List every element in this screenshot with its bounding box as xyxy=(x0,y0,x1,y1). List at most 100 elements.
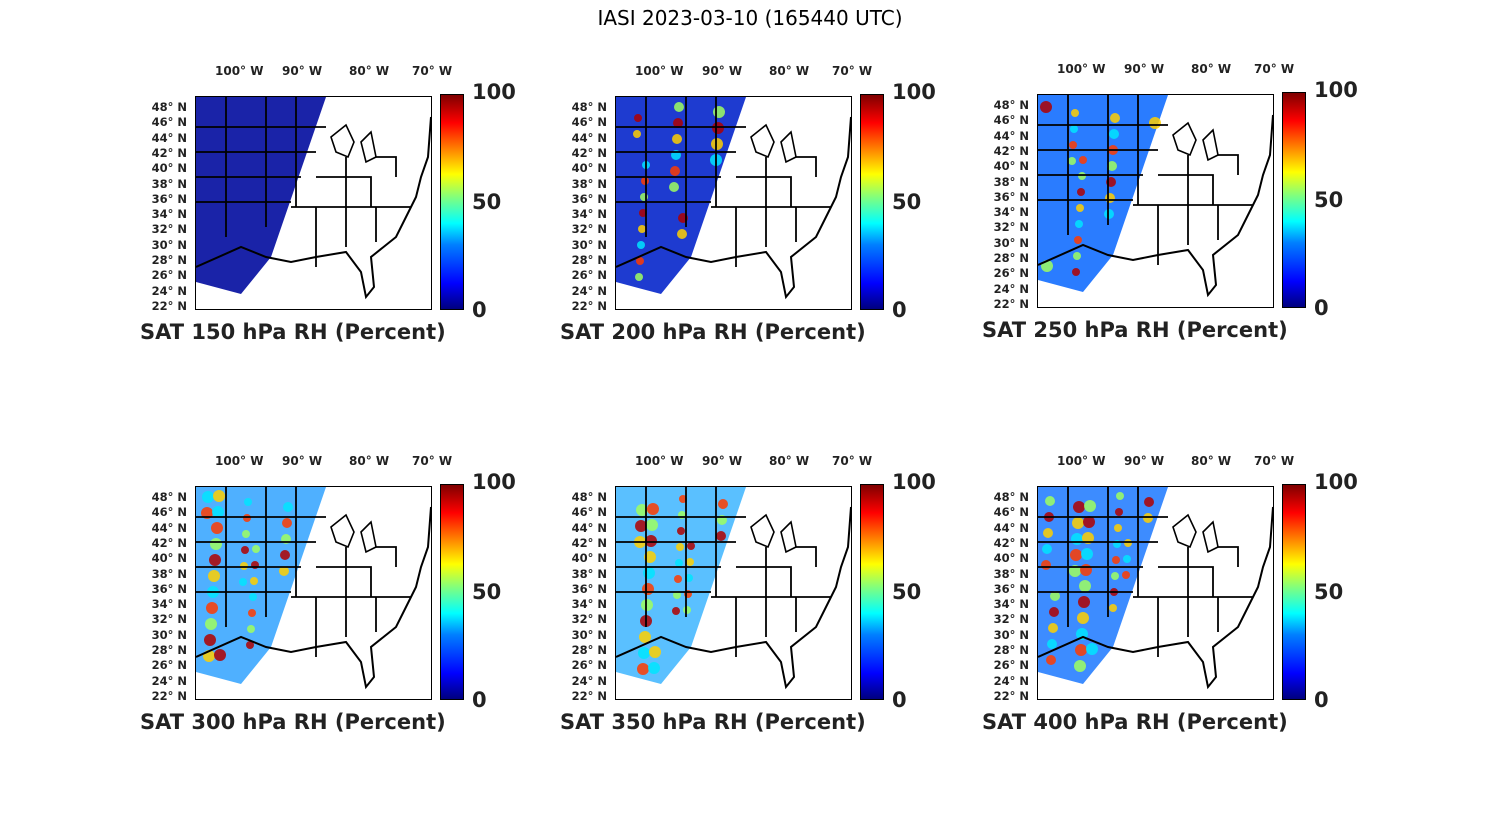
state-border-line xyxy=(736,566,792,597)
latitude-tick-label: 24° N xyxy=(571,283,607,298)
rh-data-point xyxy=(677,527,685,535)
rh-data-point xyxy=(677,229,687,239)
rh-data-point xyxy=(1073,252,1081,260)
latitude-tick-label: 28° N xyxy=(151,643,187,657)
latitude-tick-label: 44° N xyxy=(151,130,187,145)
rh-data-point xyxy=(685,574,693,582)
latitude-tick-label: 46° N xyxy=(993,505,1029,520)
longitude-tick-label: 80° W xyxy=(1191,62,1232,76)
rh-data-point xyxy=(1143,513,1153,523)
colorbar-tick-label: 0 xyxy=(1314,296,1329,320)
colorbar-tick-label: 50 xyxy=(1314,188,1344,212)
panel-caption: SAT 200 hPa RH (Percent) xyxy=(560,320,866,344)
rh-data-point xyxy=(1111,572,1119,580)
latitude-tick-label: 24° N xyxy=(151,673,187,688)
rh-data-point xyxy=(638,225,646,233)
rh-data-point xyxy=(718,499,728,509)
great-lakes-outline xyxy=(1172,513,1219,554)
colorbar-tick-label: 100 xyxy=(892,80,936,104)
rh-data-point xyxy=(1049,607,1059,617)
latitude-tick-label: 28° N xyxy=(571,643,607,657)
longitude-tick-label: 90° W xyxy=(1124,62,1165,76)
rh-data-point xyxy=(1077,612,1089,624)
rh-data-point xyxy=(201,507,213,519)
colorbar-tick-label: 0 xyxy=(1314,688,1329,712)
rh-data-point xyxy=(1072,517,1084,529)
rh-data-point xyxy=(1082,532,1094,544)
latitude-tick-label: 40° N xyxy=(571,551,607,566)
state-border-line xyxy=(316,176,372,207)
map-svg xyxy=(616,487,851,690)
latitude-tick-label: 32° N xyxy=(151,612,187,627)
rh-data-point xyxy=(634,114,642,122)
map-plot-area xyxy=(1037,94,1274,308)
longitude-tick-label: 80° W xyxy=(349,454,390,468)
longitude-tick-label: 100° W xyxy=(635,454,684,468)
rh-data-point xyxy=(1078,596,1090,608)
latitude-tick-label: 22° N xyxy=(571,688,607,703)
latitude-tick-label: 22° N xyxy=(151,298,187,313)
rh-data-point xyxy=(1081,548,1093,560)
latitude-tick-label: 36° N xyxy=(993,189,1029,204)
state-border-line xyxy=(371,156,397,177)
rh-data-point xyxy=(213,490,225,502)
longitude-tick-label: 100° W xyxy=(635,64,684,78)
colorbar-tick-label: 100 xyxy=(472,470,516,494)
colorbar-tick-label: 0 xyxy=(472,298,487,322)
coastline xyxy=(196,116,431,300)
latitude-tick-label: 32° N xyxy=(151,222,187,237)
latitude-tick-label: 22° N xyxy=(151,688,187,703)
latitude-tick-label: 34° N xyxy=(571,207,607,222)
rh-data-point xyxy=(711,138,723,150)
longitude-tick-label: 70° W xyxy=(832,454,873,468)
rh-data-point xyxy=(1083,516,1095,528)
great-lakes-outline xyxy=(330,513,377,554)
longitude-tick-label: 90° W xyxy=(702,64,743,78)
rh-data-point xyxy=(645,535,657,547)
colorbar xyxy=(440,484,464,700)
rh-data-point xyxy=(1079,156,1087,164)
latitude-tick-label: 38° N xyxy=(571,566,607,581)
latitude-tick-label: 48° N xyxy=(571,100,607,114)
rh-data-point xyxy=(638,647,650,659)
latitude-tick-label: 38° N xyxy=(993,566,1029,581)
rh-data-point xyxy=(1074,236,1082,244)
longitude-tick-label: 70° W xyxy=(412,64,453,78)
rh-data-point xyxy=(1072,268,1080,276)
rh-data-point xyxy=(1046,655,1056,665)
rh-data-point xyxy=(1048,623,1058,633)
colorbar-tick-label: 100 xyxy=(1314,470,1358,494)
rh-data-point xyxy=(243,514,251,522)
rh-data-point xyxy=(687,542,695,550)
rh-data-point xyxy=(635,520,647,532)
rh-data-point xyxy=(673,591,681,599)
longitude-tick-label: 100° W xyxy=(215,64,264,78)
rh-data-point xyxy=(1071,109,1079,117)
rh-data-point xyxy=(247,625,255,633)
colorbar-tick-label: 100 xyxy=(892,470,936,494)
colorbar-tick-label: 0 xyxy=(892,298,907,322)
rh-data-point xyxy=(644,551,656,563)
latitude-tick-label: 42° N xyxy=(151,145,187,160)
rh-data-point xyxy=(1045,496,1055,506)
rh-data-point xyxy=(1086,643,1098,655)
rh-data-point xyxy=(647,503,659,515)
latitude-tick-label: 22° N xyxy=(571,298,607,313)
latitude-tick-label: 38° N xyxy=(151,176,187,191)
rh-data-point xyxy=(672,134,682,144)
colorbar xyxy=(860,94,884,310)
longitude-tick-label: 80° W xyxy=(769,64,810,78)
latitude-tick-label: 40° N xyxy=(151,161,187,176)
colorbar-tick-label: 50 xyxy=(472,190,502,214)
coastline xyxy=(616,506,851,690)
rh-data-point xyxy=(1047,639,1057,649)
colorbar-tick-label: 50 xyxy=(892,190,922,214)
rh-data-point xyxy=(641,177,649,185)
latitude-tick-label: 46° N xyxy=(151,505,187,520)
latitude-tick-label: 42° N xyxy=(151,535,187,550)
map-svg xyxy=(1038,95,1273,298)
longitude-tick-label: 100° W xyxy=(1057,62,1106,76)
latitude-tick-label: 36° N xyxy=(151,191,187,206)
longitude-tick-label: 70° W xyxy=(1254,454,1295,468)
latitude-tick-label: 40° N xyxy=(993,159,1029,174)
